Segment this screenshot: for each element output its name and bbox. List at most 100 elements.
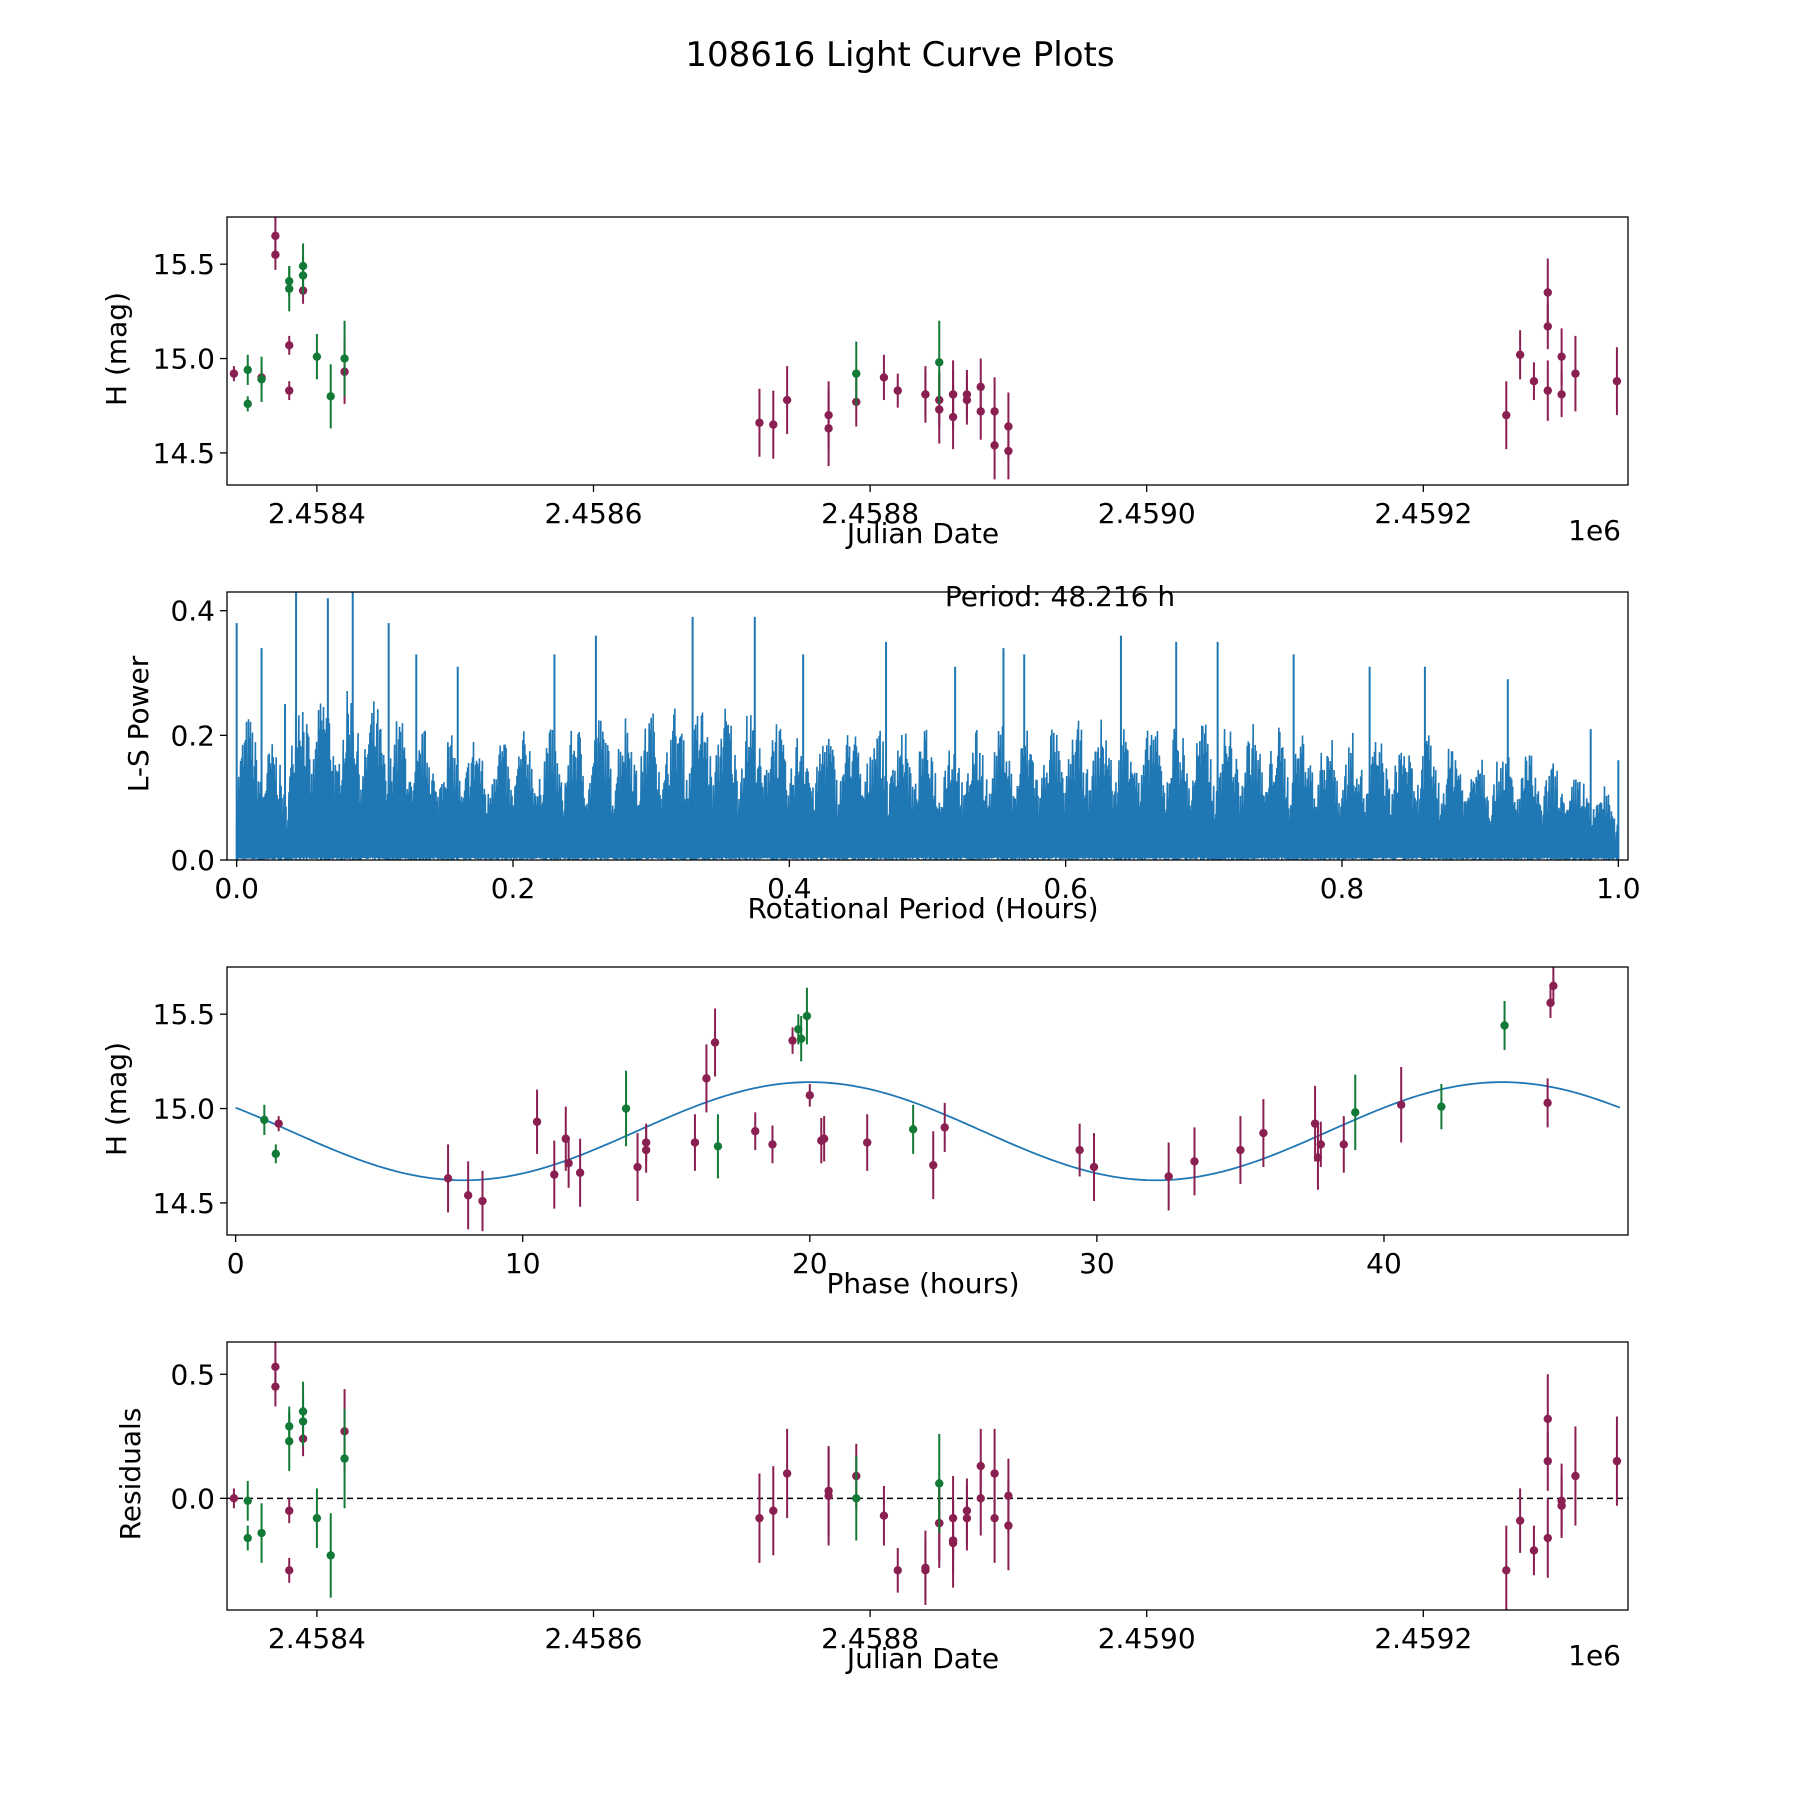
data-point — [1502, 410, 1511, 420]
data-point — [271, 250, 280, 259]
data-point — [802, 1011, 812, 1021]
data-point — [921, 390, 930, 399]
data-point — [690, 1138, 700, 1147]
data-point — [1500, 1021, 1509, 1030]
data-point — [1075, 1145, 1084, 1155]
phased-y-tick-label: 15.0 — [153, 1093, 215, 1126]
data-point — [893, 386, 902, 395]
data-point — [990, 441, 999, 450]
periodogram-line — [235, 690, 1620, 860]
phased-frame — [226, 966, 1629, 1236]
light-curve-frame — [226, 216, 1629, 486]
data-point — [1571, 1471, 1580, 1481]
data-point — [976, 1494, 985, 1503]
data-point — [641, 1145, 651, 1155]
data-point — [1502, 1566, 1511, 1575]
periodogram-y-tick-label: 0.4 — [170, 595, 215, 628]
data-point — [879, 1511, 889, 1520]
light-curve-x-tick-label: 2.4588 — [821, 497, 919, 530]
data-point — [782, 1469, 792, 1478]
periodogram-xlabel: Rotational Period (Hours) — [747, 892, 1098, 925]
periodogram-frame — [226, 591, 1629, 861]
data-point — [1396, 1100, 1406, 1109]
periodogram-x-tick-label: 1.0 — [1596, 872, 1641, 905]
data-point — [929, 1160, 938, 1170]
data-point — [1543, 288, 1552, 297]
light-curve-xlabel: Julian Date — [845, 517, 999, 550]
data-point — [229, 1494, 239, 1503]
data-point — [285, 386, 294, 395]
data-point — [243, 399, 252, 409]
periodogram-plot-area — [235, 592, 1620, 860]
data-point — [1515, 350, 1525, 359]
residuals-x-tick-label: 2.4588 — [821, 1622, 919, 1655]
data-point — [260, 1115, 269, 1125]
phased-x-tick-label: 30 — [1079, 1247, 1115, 1280]
data-point — [257, 375, 266, 384]
phased-y-tick-label: 15.5 — [153, 998, 215, 1031]
data-point — [1529, 376, 1539, 386]
residuals-x-tick-label: 2.4590 — [1098, 1622, 1196, 1655]
data-point — [893, 1566, 902, 1575]
data-point — [819, 1134, 829, 1143]
data-point — [1543, 1533, 1552, 1543]
data-point — [702, 1074, 711, 1083]
phased-x-tick-label: 40 — [1366, 1247, 1402, 1280]
data-point — [769, 420, 778, 429]
periodogram-y-tick-label: 0.0 — [170, 844, 215, 877]
periodogram-x-tick-label: 0.4 — [767, 872, 812, 905]
data-point — [326, 392, 335, 401]
data-point — [782, 395, 792, 405]
data-point — [285, 341, 294, 350]
data-point — [1004, 422, 1013, 431]
data-point — [633, 1162, 642, 1172]
data-point — [713, 1142, 723, 1151]
data-point — [962, 390, 972, 399]
data-point — [1437, 1102, 1446, 1111]
data-point — [340, 1454, 349, 1463]
data-point — [935, 1479, 944, 1488]
data-point — [976, 407, 985, 416]
residuals-plot-area — [227, 1342, 1628, 1610]
residuals-xlabel: Julian Date — [845, 1642, 999, 1675]
residuals-x-offset: 1e6 — [1568, 1639, 1621, 1672]
light-curve-x-offset: 1e6 — [1568, 514, 1621, 547]
data-point — [990, 407, 999, 416]
light-curve-y-tick-label: 14.5 — [153, 437, 215, 470]
data-point — [769, 1506, 778, 1515]
light-curve-x-tick-label: 2.4586 — [545, 497, 643, 530]
data-point — [312, 352, 322, 361]
data-point — [271, 231, 280, 241]
data-point — [550, 1170, 559, 1179]
data-point — [285, 1566, 294, 1575]
data-point — [1515, 1516, 1525, 1525]
light-curve-x-tick-label: 2.4590 — [1098, 497, 1196, 530]
periodogram-y-tick-label: 0.2 — [170, 719, 215, 752]
data-point — [824, 1491, 833, 1501]
data-point — [908, 1125, 918, 1134]
data-point — [443, 1174, 453, 1183]
data-point — [340, 354, 349, 363]
data-point — [564, 1159, 573, 1168]
phased-ylabel: H (mag) — [100, 1042, 133, 1156]
periodogram-ylabel: L-S Power — [122, 655, 155, 792]
data-point — [805, 1091, 814, 1100]
data-point — [879, 373, 889, 382]
data-point — [326, 1551, 335, 1560]
data-point — [285, 1437, 294, 1446]
data-point — [852, 369, 861, 378]
data-point — [271, 1149, 281, 1159]
data-point — [1557, 352, 1566, 361]
data-point — [1351, 1108, 1360, 1117]
data-point — [852, 1494, 861, 1503]
data-point — [463, 1191, 473, 1200]
residuals-y-tick-label: 0.5 — [170, 1358, 215, 1391]
figure-title: 108616 Light Curve Plots — [685, 35, 1114, 75]
data-point — [1190, 1157, 1199, 1166]
data-point — [1549, 981, 1558, 991]
data-point — [285, 284, 294, 293]
data-point — [1089, 1162, 1099, 1172]
data-point — [243, 1496, 252, 1506]
data-point — [1557, 1501, 1566, 1510]
